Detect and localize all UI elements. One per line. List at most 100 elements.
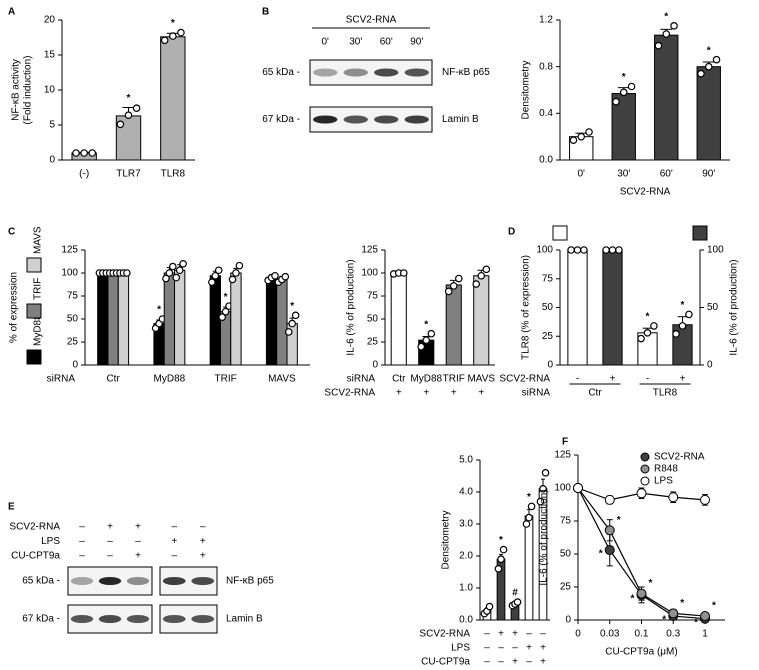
x-tick-label: 90' — [702, 169, 715, 180]
y-axis-label: IL-6 (% of production) — [539, 489, 550, 585]
y-axis-label: TLR8 (% of expression) — [521, 255, 532, 360]
data-point — [271, 271, 279, 280]
panel-letter: D — [508, 227, 515, 238]
data-point — [585, 128, 593, 136]
data-point — [88, 149, 97, 157]
tick-label: 0 — [72, 360, 78, 371]
blot-band — [313, 68, 338, 77]
panel-letter: B — [262, 7, 269, 18]
row-label: LPS — [451, 643, 470, 654]
group-label: Ctr — [588, 388, 602, 399]
legend-label: R848 — [654, 464, 678, 475]
x-tick-label: MyD88 — [410, 374, 442, 385]
data-point — [228, 275, 237, 284]
blot-band — [162, 615, 186, 623]
bar — [174, 269, 186, 366]
legend-label: MyD88 — [33, 314, 44, 346]
blot-band — [374, 115, 399, 124]
panel-letter: C — [8, 227, 15, 238]
row-label: siRNA — [522, 388, 551, 399]
data-point — [281, 272, 290, 281]
row-label: SCV2-RNA — [419, 629, 470, 640]
blot-band — [404, 68, 429, 77]
tick-label: 25 — [367, 337, 379, 348]
data-point — [477, 271, 486, 280]
tick-label: 100 — [61, 268, 78, 279]
blot-header: SCV2-RNA — [346, 15, 397, 26]
tick-label: 75 — [367, 291, 379, 302]
data-point — [536, 497, 545, 506]
bar — [265, 277, 278, 366]
protein-label: NF-κB p65 — [226, 576, 274, 587]
condition: + — [610, 374, 616, 385]
x-tick-label: MAVS — [268, 374, 296, 385]
blot-band — [98, 577, 122, 585]
data-point — [672, 330, 680, 338]
row-label: SCV2-RNA — [324, 388, 375, 399]
data-point — [650, 322, 658, 330]
tick-label: 100 — [707, 245, 724, 256]
blot-band — [70, 615, 94, 623]
tick-label: 0.8 — [539, 61, 553, 72]
condition: – — [107, 536, 113, 547]
data-point — [80, 149, 88, 157]
x-tick-label: 0.03 — [600, 629, 620, 640]
bar — [390, 272, 407, 366]
protein-label: NF-κB p65 — [442, 67, 490, 78]
condition: + — [526, 643, 532, 654]
bar — [163, 272, 176, 366]
tick-label: 1.0 — [459, 583, 473, 594]
data-point — [232, 269, 240, 277]
bar — [115, 115, 142, 161]
condition: + — [478, 388, 484, 399]
lane-label: 90' — [410, 37, 423, 48]
condition: – — [484, 629, 490, 640]
significance: * — [157, 305, 161, 316]
x-tick-label: TRIF — [215, 374, 237, 385]
data-point — [569, 136, 578, 144]
legend-label: LPS — [654, 476, 673, 487]
significance: * — [424, 319, 428, 330]
significance: * — [622, 72, 626, 83]
legend-label: MAVS — [33, 226, 44, 254]
y-axis-label: % of expression — [9, 272, 20, 343]
blot-band — [162, 577, 186, 585]
group-label: TLR8 — [653, 388, 678, 399]
tick-label: 50 — [707, 302, 719, 313]
data-point — [697, 69, 705, 78]
row-label: SCV2-RNA — [9, 522, 60, 533]
protein-label: Lamin B — [226, 614, 263, 625]
data-point — [160, 36, 169, 45]
data-point — [668, 608, 679, 619]
data-point — [637, 334, 645, 343]
data-point — [662, 30, 671, 38]
condition: – — [79, 551, 85, 562]
condition: + — [200, 551, 206, 562]
tick-label: 0 — [707, 360, 713, 371]
data-point — [527, 502, 536, 511]
x-tick-label: 1 — [702, 629, 708, 640]
data-point — [221, 307, 230, 316]
x-tick-label: TLR7 — [116, 169, 141, 180]
condition: + — [680, 374, 686, 385]
condition: – — [171, 551, 177, 562]
tick-label: 0 — [565, 615, 571, 626]
data-point — [525, 513, 533, 522]
data-point — [627, 82, 636, 91]
data-point — [123, 269, 131, 277]
condition: + — [512, 657, 518, 668]
significance: # — [512, 588, 518, 599]
x-tick-label: TRIF — [443, 374, 465, 385]
row-label: siRNA — [47, 374, 76, 385]
x-tick-label: 0.3 — [666, 629, 680, 640]
significance: * — [499, 535, 503, 546]
significance: * — [617, 515, 621, 526]
data-point — [417, 342, 426, 351]
y-axis-label: Densitometry — [441, 511, 452, 570]
bar — [97, 272, 109, 366]
significance: * — [631, 594, 635, 605]
lane-label: 30' — [349, 37, 362, 48]
data-point — [685, 310, 693, 319]
bar — [696, 66, 721, 161]
data-point — [162, 274, 170, 283]
